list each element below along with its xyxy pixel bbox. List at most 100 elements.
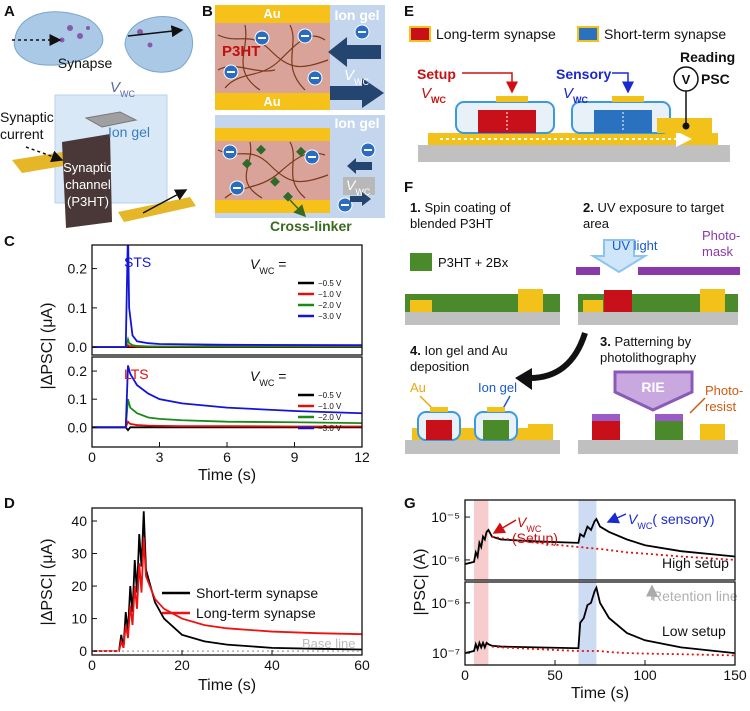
long-term-channel [426,420,452,440]
y-tick-label: 0.1 [68,391,88,407]
photomask-label: Photo- [702,228,740,243]
reading-label: Reading [680,49,735,65]
neuron [124,16,194,73]
y-tick-label: 20 [71,578,87,594]
annotation: Retention line [652,588,738,604]
electrode [700,289,725,312]
y-axis-title: |ΔPSC| (μA) [39,539,56,626]
vwc-label: VWC [421,85,447,105]
step-title: 2. UV exposure to target [583,200,724,215]
series-line [92,245,362,349]
x-tick-label: 20 [174,657,190,673]
panel-f: 1. Spin coating of blended P3HT P3HT + 2… [405,200,743,454]
plot-frame [464,581,736,666]
y-tick-label: 10⁻⁵ [431,509,460,525]
annotation: LTS [124,366,149,382]
electrode [700,424,725,440]
text: WC [526,524,541,534]
legend-label: Short-term synapse [196,585,318,601]
legend-label: Short-term synapse [604,26,726,42]
y-tick-label: 0.2 [68,261,88,277]
panel-label: C [4,233,15,250]
text: V [563,85,575,102]
text: V [344,67,356,84]
photoresist-label: resist [705,399,736,414]
panel-e: Long-term synapse Short-term synapse V R… [409,26,735,162]
text: V [421,85,433,102]
au-label: Au [263,6,280,21]
panel-a: Synapse VWC Ion gel Synaptic current Syn… [0,11,196,228]
legend-label: −0.5 V [318,391,342,400]
rie-label: RIE [641,379,664,395]
x-tick-label: 0 [88,449,96,465]
gate [343,177,375,195]
arrow [289,199,307,218]
p3ht-label: P3HT [222,43,260,60]
x-tick-label: 50 [547,667,563,683]
arrow [142,189,188,214]
text: WC [354,77,369,87]
au [215,93,330,110]
text: WC [573,95,588,105]
x-tick-label: 60 [354,657,370,673]
ion-gel-label: Ion gel [334,7,379,23]
y-axis-title: |PSC| (A) [412,549,429,616]
y-tick-label: 0.1 [68,300,88,316]
y-tick-label: 10⁻⁷ [432,645,460,661]
text: WC [637,521,652,531]
vwc-label: VWC [346,177,371,197]
x-axis-title: Time (s) [198,467,256,484]
series-line [92,336,362,349]
highlight [474,582,489,665]
meter-label: V [682,72,691,87]
panel-label: B [202,3,213,20]
panel-label: G [404,495,416,512]
photoresist [592,414,620,421]
gate-pad [84,111,138,128]
substrate [405,440,560,454]
text: WC [431,95,446,105]
au-label: Au [410,380,426,395]
y-tick-label: 10 [71,611,87,627]
legend-label: −1.0 V [318,290,342,299]
channel-label: channel [65,177,111,192]
short-term-channel [655,421,683,440]
legend-label: −3.0 V [318,312,342,321]
plot-area [92,245,362,349]
panel-label: D [4,495,15,512]
legend-label: Long-term synapse [196,605,316,621]
series-line [92,426,362,432]
text: 1. [410,200,421,215]
electrode [528,424,553,440]
photoresist [655,414,683,421]
pointer [689,397,706,414]
legend-label: Long-term synapse [436,26,556,42]
series-line [465,585,735,655]
current-label: Synaptic [0,109,54,125]
x-tick-label: 100 [633,667,657,683]
flow-arrow-head [515,368,532,390]
text: V [628,511,639,527]
text: Ion gel and Au [424,343,507,358]
short-term-channel [483,420,509,440]
x-tick-label: 0 [88,657,96,673]
panel-labels: A B C D E F G [4,3,416,512]
vwc-label: VWC [563,85,589,105]
vwc-label: VWC [110,79,136,99]
vesicles [59,25,153,48]
electrode [118,197,196,222]
annotation: (Setup) [512,530,558,546]
electrode [518,289,543,312]
annotation: STS [124,254,151,270]
cross-linkers [242,144,306,202]
arrow [462,72,518,94]
y-tick-label: 30 [71,546,87,562]
substrate [578,440,738,454]
gate [487,407,505,412]
flow-arrow [529,332,588,381]
exposed-region [604,290,632,312]
arrow [25,146,64,163]
step-title: 4. Ion gel and Au [410,343,508,358]
series-line [491,535,735,561]
